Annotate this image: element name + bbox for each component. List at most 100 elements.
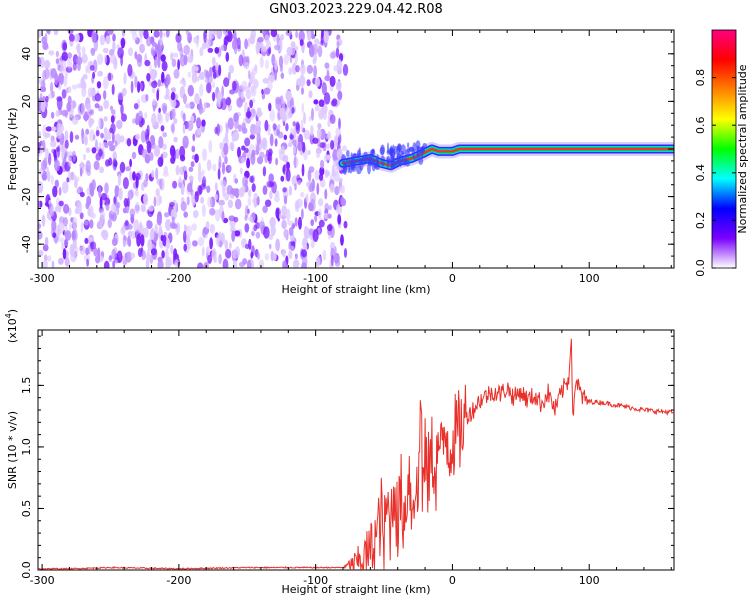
spectrogram-y-tick-label: 0 [20,146,33,153]
noise-blob [291,107,295,114]
noise-blob [283,230,288,239]
noise-blob [249,99,254,109]
noise-blob [261,45,267,53]
noise-blob [179,79,185,85]
noise-blob [98,186,102,198]
noise-blob [248,238,252,250]
noise-blob [263,226,270,239]
noise-blob [199,46,204,57]
noise-blob [92,134,96,141]
noise-blob [90,48,96,56]
colorbar-tick-label: 0.8 [694,69,707,87]
noise-blob [70,100,73,114]
noise-blob [310,219,315,227]
noise-blob [334,135,339,144]
noise-blob [170,87,176,93]
noise-blob [192,210,199,218]
noise-blob [173,69,180,79]
noise-blob [301,208,304,220]
noise-blob [156,89,160,102]
noise-blob [308,90,313,99]
noise-blob [58,186,62,196]
noise-blob [157,156,164,167]
noise-blob [172,52,179,58]
noise-blob [343,248,348,258]
noise-blob [133,103,139,110]
noise-blob [151,49,157,57]
noise-blob [272,123,277,131]
noise-blob [241,157,246,164]
noise-blob [343,220,348,229]
noise-blob [127,235,131,246]
noise-blob [326,224,333,232]
noise-blob [91,147,97,154]
noise-blob [158,225,163,238]
noise-blob [52,185,58,198]
noise-blob [120,37,126,49]
noise-blob [170,98,177,108]
noise-blob [288,185,292,196]
colorbar-tick-label: 0.2 [694,212,707,230]
noise-blob [320,31,324,45]
noise-blob [215,62,219,73]
track-blob [366,154,372,162]
noise-blob [67,57,72,69]
noise-blob [266,180,273,188]
noise-blob [282,249,286,258]
noise-blob [331,254,334,267]
noise-blob [171,223,178,229]
noise-blob [89,109,95,116]
noise-blob [241,80,248,90]
noise-blob [64,130,69,141]
noise-blob [316,127,322,140]
noise-blob [47,30,51,35]
noise-blob [165,73,171,86]
noise-blob [171,58,177,68]
noise-blob [221,179,227,192]
noise-blob [122,207,128,214]
snr-panel: -300 -200 -100 0 100 0.0 0.5 1.0 1.5 Height of … [4,309,675,596]
noise-blob [151,227,155,241]
noise-blob [201,148,208,161]
noise-blob [56,228,61,238]
noise-blob [258,221,265,230]
noise-blob [294,52,298,65]
noise-blob [313,99,319,105]
noise-blob [72,232,76,240]
noise-blob [155,167,159,180]
noise-blob [38,30,42,38]
noise-blob [306,79,311,87]
noise-blob [198,162,202,175]
noise-blob [146,140,152,154]
noise-blob [294,183,297,191]
spectrogram-panel: -300 -200 -100 0 100 40 20 0 -20 -40 Height of s… [6,29,675,296]
noise-blob [137,225,142,234]
noise-blob [38,223,42,229]
noise-blob [183,93,187,105]
noise-blob [270,250,274,262]
noise-blob [283,134,287,140]
noise-blob [270,225,276,236]
noise-blob [85,147,91,154]
noise-blob [173,136,178,143]
noise-blob [199,83,204,97]
noise-blob [287,142,293,148]
noise-blob [229,226,236,233]
noise-blob [264,119,269,132]
noise-blob [96,81,102,89]
noise-blob [280,72,285,79]
noise-blob [291,175,298,187]
track-blob [418,157,424,165]
noise-blob [55,110,60,117]
noise-blob [312,57,317,65]
noise-blob [91,30,97,43]
noise-blob [151,80,158,89]
spectrogram-noise-region [38,30,349,268]
noise-blob [253,197,258,208]
noise-blob [318,219,325,228]
noise-blob [45,126,52,132]
noise-blob [206,159,212,171]
noise-blob [51,260,55,268]
noise-blob [318,198,324,207]
noise-blob [265,59,269,70]
